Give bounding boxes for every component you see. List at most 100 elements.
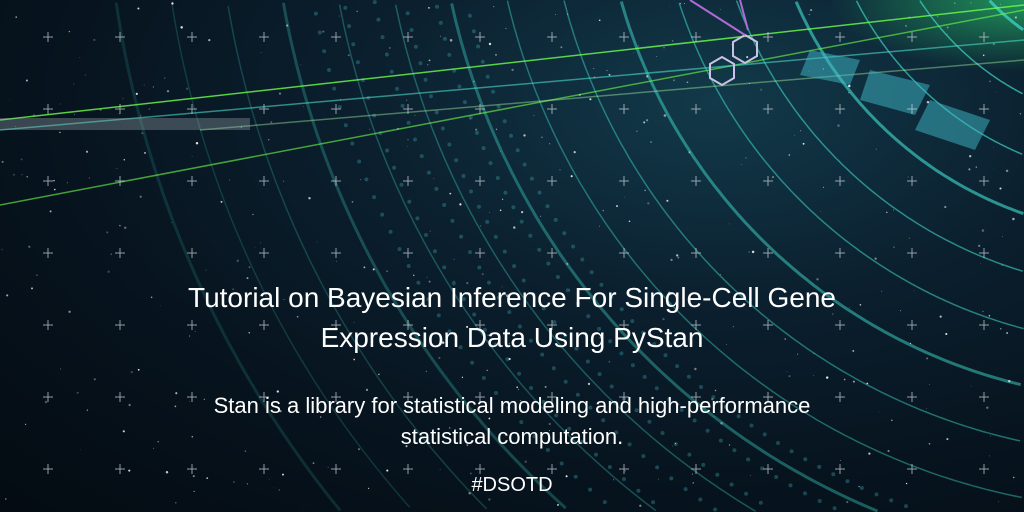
star [749,82,750,84]
dot [494,342,498,347]
star [357,448,361,451]
plus-mark [763,176,773,186]
dot [522,162,527,167]
plus-mark [187,176,197,186]
star [28,245,31,248]
star [495,128,498,130]
star [479,225,482,227]
plus-mark [547,392,557,402]
plus-mark [475,464,485,474]
plus-mark [475,392,485,402]
star [74,114,76,116]
star [24,423,27,425]
star [908,16,910,18]
star [731,43,733,45]
star [650,141,652,143]
dot [343,123,348,128]
star [193,490,195,492]
dot [555,275,560,279]
dot [699,385,703,389]
plus-mark [979,176,989,186]
star [283,298,285,300]
dot [426,170,431,175]
star [1000,4,1001,5]
star [356,10,358,12]
star [15,16,17,18]
star [786,371,788,373]
star [663,114,667,117]
star [319,416,322,418]
star [848,84,851,88]
star [493,6,495,8]
dot [622,477,626,482]
dot [447,329,452,334]
dot [461,174,466,178]
plus-mark [979,248,989,258]
star [338,15,340,17]
star [239,404,241,406]
star [192,475,195,478]
star [165,470,169,474]
star [905,482,908,485]
star [501,198,504,200]
plus-mark [115,320,125,330]
star [363,266,366,269]
star [86,409,89,411]
star [312,462,315,464]
plus-mark [475,104,485,114]
dot [776,441,780,445]
plus-mark [691,464,701,474]
dot [426,297,431,302]
dot [485,74,490,79]
plus-mark [907,320,917,330]
plus-mark [763,392,773,402]
star [473,80,475,83]
star [840,460,842,462]
star [669,5,670,7]
star [647,202,650,205]
star [606,69,608,72]
plus-mark [763,32,773,42]
dot [384,52,389,57]
dot [531,292,536,297]
star [466,281,469,285]
star [276,390,279,393]
dot [528,233,533,238]
star [516,386,519,389]
star [615,205,619,208]
star [646,75,649,78]
plus-mark [619,320,629,330]
star [248,332,250,334]
plus-mark [979,104,989,114]
dot [711,395,716,400]
dot [803,491,807,496]
dot [405,11,410,16]
plus-mark [835,392,845,402]
star [893,246,895,249]
dot [683,487,688,492]
star [80,449,82,450]
star [273,487,275,489]
star [448,427,451,429]
star [4,498,7,500]
plus-mark [619,176,629,186]
star [608,360,611,363]
star [110,253,113,255]
dot [580,257,585,262]
star [866,382,869,385]
dot [468,250,472,255]
star [460,440,462,442]
dot [447,142,452,147]
star [205,269,207,271]
plus-mark [259,104,269,114]
plus-mark [187,464,197,474]
star [426,276,428,278]
plus-mark [43,176,53,186]
star [49,210,52,213]
green-lines [0,4,1024,206]
dot [434,186,439,191]
dot [413,137,417,142]
star [662,317,665,321]
dot [424,233,428,237]
star [236,259,240,263]
